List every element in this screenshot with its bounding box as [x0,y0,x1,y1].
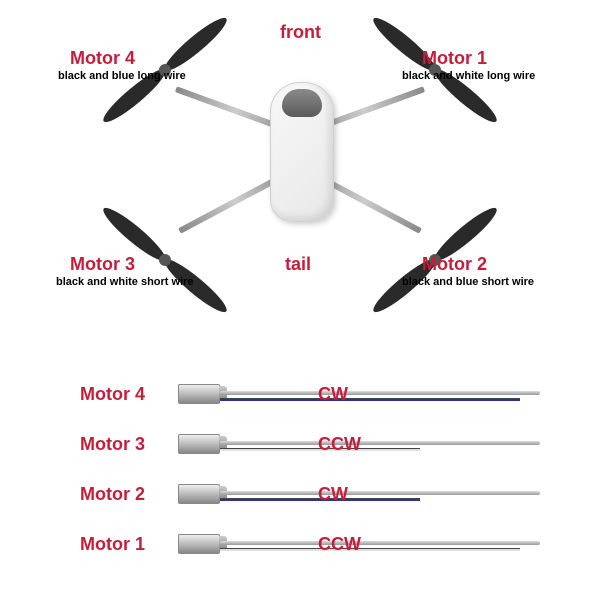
tail-label: tail [285,254,311,275]
rotation-label: CW [318,384,348,405]
motor-row-label: Motor 4 [80,384,145,405]
motor-list: Motor 4 CW Motor 3 CCW Motor 2 CW Motor … [80,370,540,570]
motor3-title: Motor 3 [70,254,135,275]
motor-shaft [220,391,540,395]
drone-body [270,82,334,222]
motor-wire [220,548,520,551]
motor3-sub: black and white short wire [56,276,194,288]
rotation-label: CCW [318,534,361,555]
rotation-label: CW [318,484,348,505]
motor-row-1: Motor 1 CCW [80,520,540,566]
motor-row-4: Motor 4 CW [80,370,540,416]
drone-diagram: front tail Motor 4 black and blue long w… [0,0,600,320]
front-label: front [280,22,321,43]
motor2-title: Motor 2 [422,254,487,275]
motor4-title: Motor 4 [70,48,135,69]
rotation-label: CCW [318,434,361,455]
motor-can-icon [178,434,220,454]
motor-wire [220,398,520,401]
motor-can-icon [178,484,220,504]
motor-can-icon [178,384,220,404]
motor-shaft [220,441,540,445]
motor1-title: Motor 1 [422,48,487,69]
motor-row-label: Motor 2 [80,484,145,505]
motor-row-label: Motor 1 [80,534,145,555]
motor-row-label: Motor 3 [80,434,145,455]
motor2-sub: black and blue short wire [402,276,534,288]
motor-can-icon [178,534,220,554]
motor-shaft [220,541,540,545]
motor-row-2: Motor 2 CW [80,470,540,516]
motor1-sub: black and white long wire [402,70,535,82]
motor-row-3: Motor 3 CCW [80,420,540,466]
motor-shaft [220,491,540,495]
motor4-sub: black and blue long wire [58,70,186,82]
